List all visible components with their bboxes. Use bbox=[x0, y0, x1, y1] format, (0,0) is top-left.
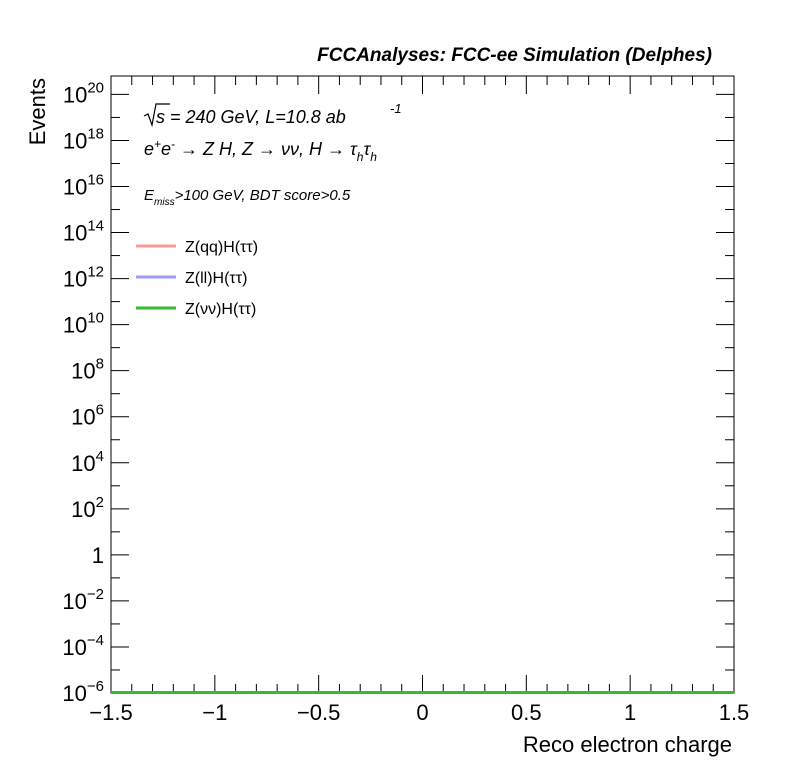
y-tick-label: 104 bbox=[71, 448, 104, 476]
y-tick-label: 102 bbox=[71, 494, 104, 522]
cut-annotation: Emiss>100 GeV, BDT score>0.5 bbox=[144, 187, 351, 208]
y-tick-label: 1012 bbox=[63, 264, 104, 292]
legend: Z(qq)H(ττ) Z(ll)H(ττ) Z(νν)H(ττ) bbox=[136, 239, 258, 318]
y-tick-label: 1014 bbox=[63, 218, 104, 246]
process-annotation: e+e- → Z H, Z → νν, H → τhτh bbox=[144, 137, 377, 164]
x-tick-label: 0 bbox=[416, 700, 428, 725]
header-title: FCCAnalyses: FCC-ee Simulation (Delphes) bbox=[317, 45, 712, 66]
y-tick-label: 1 bbox=[92, 543, 104, 568]
x-tick-label: −1.5 bbox=[89, 700, 132, 725]
sqrt-s-annotation: s = 240 GeV, L=10.8 ab -1 bbox=[143, 101, 402, 128]
y-tick-label: 10−6 bbox=[62, 678, 104, 706]
sqrt-s-letter: s bbox=[156, 107, 165, 127]
legend-label: Z(ll)H(ττ) bbox=[185, 270, 247, 287]
y-tick-label: 1010 bbox=[63, 310, 104, 338]
sqrt-s-text: = 240 GeV, L=10.8 ab bbox=[170, 107, 346, 127]
y-tick-label: 10−2 bbox=[62, 586, 104, 614]
y-tick-label: 106 bbox=[71, 402, 104, 430]
y-tick-label: 108 bbox=[71, 356, 104, 384]
y-tick-label: 10−4 bbox=[62, 632, 104, 660]
y-tick-label: 1020 bbox=[63, 79, 104, 107]
x-axis-title: Reco electron charge bbox=[523, 732, 732, 757]
y-axis-title: Events bbox=[25, 78, 50, 145]
y-tick-label: 1018 bbox=[63, 125, 104, 153]
legend-label: Z(νν)H(ττ) bbox=[185, 301, 256, 318]
lumi-exponent: -1 bbox=[390, 101, 402, 116]
y-tick-label: 1016 bbox=[63, 172, 104, 200]
cut-text: Emiss>100 GeV, BDT score>0.5 bbox=[144, 187, 351, 208]
x-tick-label: 1 bbox=[624, 700, 636, 725]
x-tick-label: −0.5 bbox=[297, 700, 340, 725]
x-tick-label: 1.5 bbox=[719, 700, 750, 725]
y-axis: 10−6 10−4 10−2 1 102 104 106 108 1010 1012 1014 101… bbox=[62, 79, 734, 706]
x-tick-label: −1 bbox=[202, 700, 227, 725]
process-text: e+e- → Z H, Z → νν, H → τhτh bbox=[144, 137, 377, 164]
x-tick-label: 0.5 bbox=[511, 700, 542, 725]
legend-label: Z(qq)H(ττ) bbox=[185, 239, 258, 256]
sqrt-icon bbox=[143, 103, 170, 128]
